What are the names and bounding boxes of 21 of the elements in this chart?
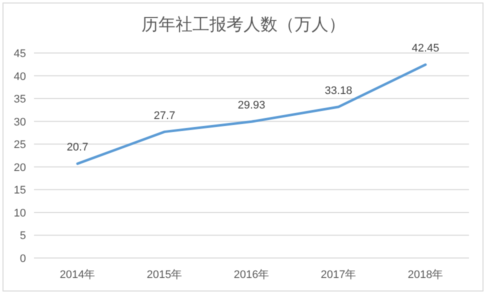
data-label: 29.93	[238, 100, 266, 112]
x-tick-label: 2016年	[234, 269, 270, 281]
y-tick-label: 25	[14, 139, 26, 152]
y-tick-label: 0	[20, 253, 26, 265]
data-label: 20.7	[66, 142, 88, 154]
y-tick-label: 10	[14, 207, 26, 220]
y-tick-label: 20	[14, 162, 26, 174]
x-tick-label: 2014年	[60, 269, 96, 281]
y-tick-label: 45	[14, 48, 26, 60]
y-tick-label: 40	[14, 70, 26, 83]
x-tick-label: 2017年	[320, 269, 356, 281]
x-tick-label: 2018年	[408, 269, 444, 281]
chart-title: 历年社工报考人数（万人）	[142, 15, 346, 34]
x-tick-label: 2015年	[146, 269, 182, 281]
y-tick-label: 15	[14, 184, 26, 197]
y-tick-label: 35	[14, 94, 26, 106]
y-tick-label: 30	[14, 116, 26, 128]
data-label: 42.45	[412, 42, 440, 55]
data-label: 27.7	[154, 110, 176, 122]
data-label: 33.18	[324, 84, 352, 97]
y-tick-label: 5	[20, 230, 26, 242]
